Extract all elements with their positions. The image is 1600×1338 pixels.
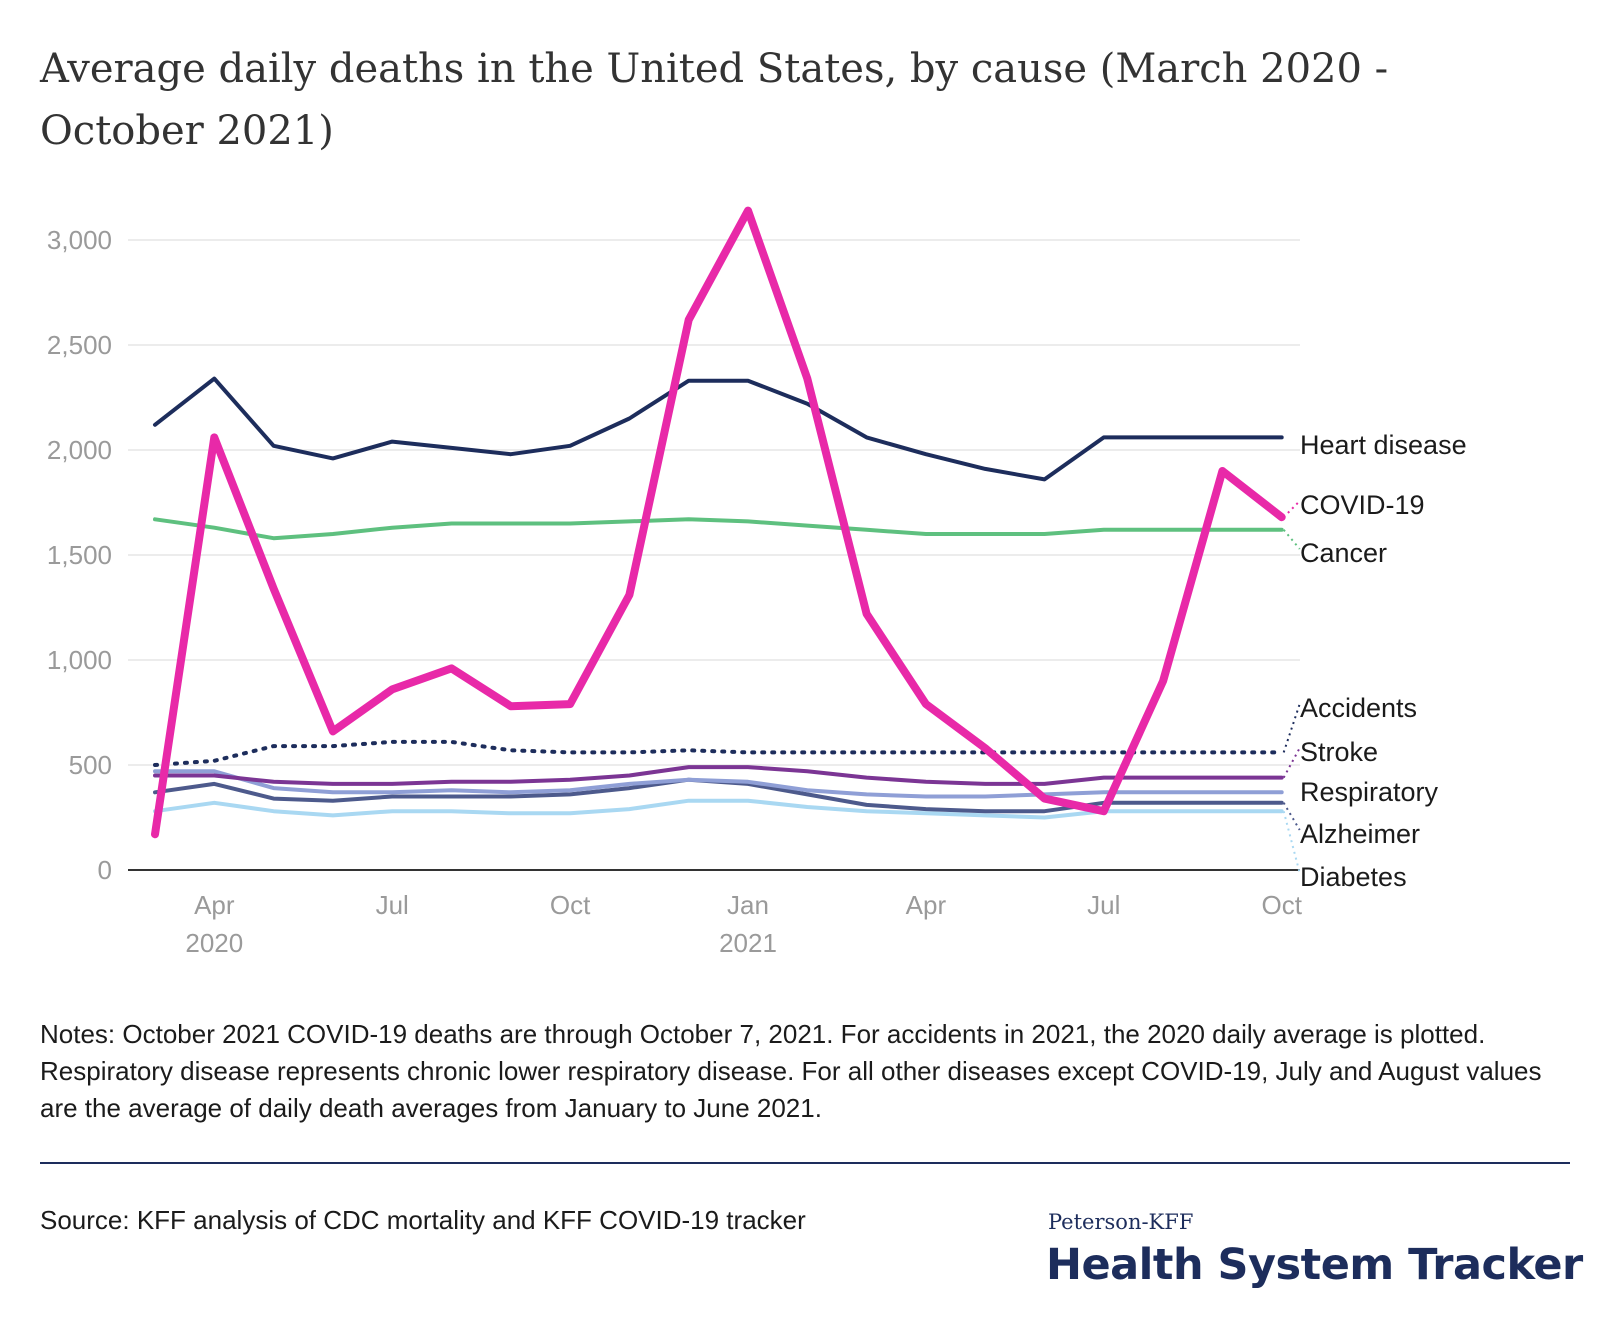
leader-line xyxy=(1282,802,1301,831)
leader-line xyxy=(1282,810,1301,874)
x-tick-label: Apr xyxy=(194,890,235,920)
series-line-covid-19 xyxy=(151,206,1286,839)
grid xyxy=(128,239,1300,871)
series-line-respiratory xyxy=(153,769,1284,799)
leader-line xyxy=(1282,529,1301,550)
y-tick-label: 1,000 xyxy=(47,645,112,675)
divider xyxy=(40,1162,1570,1164)
series-label-cancer: Cancer xyxy=(1300,538,1387,568)
y-tick-label: 500 xyxy=(69,750,112,780)
x-axis: Apr 2020 Jul Oct Jan 2021 Apr Jul Oct xyxy=(185,890,1302,958)
x-tick-year: 2021 xyxy=(719,928,777,958)
series-label-stroke: Stroke xyxy=(1300,737,1378,767)
series-line-cancer xyxy=(153,517,1284,541)
y-tick-label: 1,500 xyxy=(47,540,112,570)
y-tick-label: 0 xyxy=(98,855,112,885)
x-tick-label: Oct xyxy=(1261,890,1302,920)
leader-line xyxy=(1282,703,1301,753)
y-tick-label: 3,000 xyxy=(47,225,112,255)
x-tick-label: Jan xyxy=(727,890,769,920)
x-tick-label: Jul xyxy=(376,890,409,920)
series-labels: Heart disease COVID-19 Cancer Accidents Stro… xyxy=(1282,430,1467,892)
x-tick-label: Jul xyxy=(1087,890,1120,920)
line-chart: 0 500 1,000 1,500 2,000 2,500 3,000 Apr 2020 Jul… xyxy=(47,206,1467,958)
chart-source: Source: KFF analysis of CDC mortality an… xyxy=(40,1205,806,1235)
y-tick-label: 2,000 xyxy=(47,435,112,465)
brand-name-small: Peterson-KFF xyxy=(1048,1210,1194,1234)
series xyxy=(151,206,1286,839)
leader-line xyxy=(1282,500,1301,518)
x-tick-label: Oct xyxy=(550,890,591,920)
series-line-heart-disease xyxy=(153,376,1284,482)
series-line-stroke xyxy=(153,765,1284,786)
series-label-heart-disease: Heart disease xyxy=(1300,430,1467,460)
chart-notes: Notes: October 2021 COVID-19 deaths are … xyxy=(40,1019,1542,1123)
series-label-alzheimer: Alzheimer xyxy=(1300,819,1420,849)
series-label-diabetes: Diabetes xyxy=(1300,862,1407,892)
y-tick-label: 2,500 xyxy=(47,330,112,360)
series-label-covid-19: COVID-19 xyxy=(1300,490,1425,520)
brand-name-large: Health System Tracker xyxy=(1046,1240,1583,1290)
x-tick-year: 2020 xyxy=(185,928,243,958)
y-axis: 0 500 1,000 1,500 2,000 2,500 3,000 xyxy=(47,225,112,885)
chart-title: Average daily deaths in the United State… xyxy=(40,46,1389,154)
series-line-accidents xyxy=(153,739,1284,767)
series-label-accidents: Accidents xyxy=(1300,693,1417,723)
x-tick-label: Apr xyxy=(906,890,947,920)
series-label-respiratory: Respiratory xyxy=(1300,777,1439,807)
leader-line xyxy=(1282,747,1301,779)
